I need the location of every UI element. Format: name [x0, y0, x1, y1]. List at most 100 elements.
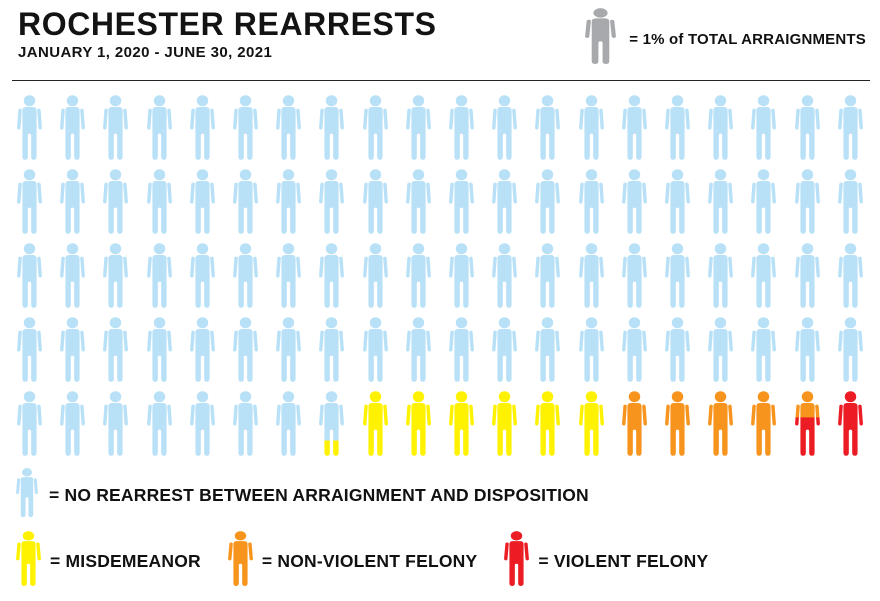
pictogram-person — [146, 391, 172, 457]
pictogram-person — [146, 169, 172, 235]
person-icon — [189, 169, 215, 234]
person-icon — [60, 317, 86, 382]
pictogram-person — [146, 243, 172, 309]
pictogram-person — [449, 95, 475, 161]
pictogram-person — [60, 169, 86, 235]
pictogram-person — [276, 391, 302, 457]
header-divider — [12, 80, 870, 81]
pictogram-person — [103, 95, 129, 161]
person-icon — [319, 95, 345, 160]
person-icon — [449, 169, 475, 234]
pictogram-person — [492, 391, 518, 457]
pictogram-person — [233, 317, 259, 383]
person-icon — [319, 243, 345, 308]
person-icon — [535, 243, 561, 308]
person-icon — [535, 391, 561, 456]
pictogram-person — [276, 95, 302, 161]
person-icon — [708, 391, 734, 456]
pictogram-person — [751, 243, 777, 309]
person-icon — [233, 317, 259, 382]
pictogram-person — [794, 243, 820, 309]
pictogram-person — [837, 169, 863, 235]
pictogram-person — [665, 243, 691, 309]
person-icon — [492, 317, 518, 382]
person-icon — [837, 243, 863, 308]
pictogram-person — [276, 317, 302, 383]
person-icon — [189, 391, 215, 456]
pictogram-person — [751, 317, 777, 383]
red-person-icon — [504, 531, 530, 592]
person-icon — [492, 391, 518, 456]
person-icon — [146, 95, 172, 160]
pictogram-person — [751, 169, 777, 235]
pictogram-person — [319, 169, 345, 235]
person-icon — [103, 95, 129, 160]
person-icon — [621, 95, 647, 160]
person-icon — [492, 95, 518, 160]
person-icon — [837, 169, 863, 234]
pictogram-person — [319, 95, 345, 161]
pictogram-person — [319, 317, 345, 383]
pictogram-person — [17, 169, 43, 235]
pictogram-person — [189, 317, 215, 383]
person-icon — [17, 95, 43, 160]
person-icon — [578, 243, 604, 308]
pictogram-person — [189, 391, 215, 457]
person-icon — [233, 243, 259, 308]
pictogram-person — [319, 391, 345, 457]
person-icon — [837, 95, 863, 160]
pictogram-person — [708, 391, 734, 457]
person-icon — [362, 95, 388, 160]
pictogram-person — [405, 95, 431, 161]
pictogram-person — [405, 169, 431, 235]
person-icon — [103, 169, 129, 234]
pictogram-person — [535, 391, 561, 457]
person-icon — [585, 8, 617, 64]
pictogram-person — [233, 243, 259, 309]
legend-misdemeanor-label: = MISDEMEANOR — [50, 551, 201, 571]
pictogram-person — [405, 317, 431, 383]
person-icon — [103, 391, 129, 456]
pictogram-person — [103, 317, 129, 383]
person-icon — [751, 243, 777, 308]
pictogram-grid — [8, 95, 872, 457]
pictogram-person — [189, 243, 215, 309]
pictogram-person — [578, 317, 604, 383]
pictogram-person — [837, 243, 863, 309]
pictogram-person — [146, 317, 172, 383]
pictogram-person — [794, 169, 820, 235]
pictogram-person — [837, 391, 863, 457]
person-icon — [708, 243, 734, 308]
pictogram-person — [103, 391, 129, 457]
pictogram-person — [535, 317, 561, 383]
legend-categories: = MISDEMEANOR = NON-VIOLENT FELONY = VIO… — [16, 531, 735, 592]
person-icon — [17, 317, 43, 382]
legend-no-rearrest-label: = NO REARREST BETWEEN ARRAIGNMENT AND DI… — [49, 485, 589, 505]
legend-violent-felony-label: = VIOLENT FELONY — [538, 551, 709, 571]
person-icon — [60, 391, 86, 456]
person-icon — [276, 243, 302, 308]
pictogram-person — [665, 317, 691, 383]
person-icon — [665, 95, 691, 160]
person-icon — [794, 169, 820, 234]
pictogram-person — [621, 169, 647, 235]
person-icon — [621, 317, 647, 382]
pictogram-person — [708, 317, 734, 383]
gray-person-icon — [585, 8, 617, 70]
pictogram-person — [492, 317, 518, 383]
person-icon — [16, 468, 38, 518]
person-icon — [449, 95, 475, 160]
yellow-person-icon — [16, 531, 41, 592]
person-icon — [621, 391, 647, 456]
person-icon — [17, 169, 43, 234]
person-icon — [319, 169, 345, 234]
unit-legend: = 1% of TOTAL ARRAIGNMENTS — [585, 8, 866, 70]
person-icon — [405, 391, 431, 456]
pictogram-person — [665, 169, 691, 235]
pictogram-person — [103, 243, 129, 309]
person-icon — [362, 169, 388, 234]
pictogram-person — [189, 95, 215, 161]
pictogram-person — [60, 95, 86, 161]
person-icon — [665, 317, 691, 382]
person-icon — [449, 391, 475, 456]
